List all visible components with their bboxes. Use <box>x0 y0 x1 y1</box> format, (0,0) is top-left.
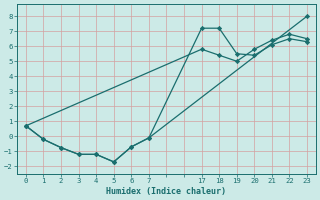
X-axis label: Humidex (Indice chaleur): Humidex (Indice chaleur) <box>107 187 227 196</box>
